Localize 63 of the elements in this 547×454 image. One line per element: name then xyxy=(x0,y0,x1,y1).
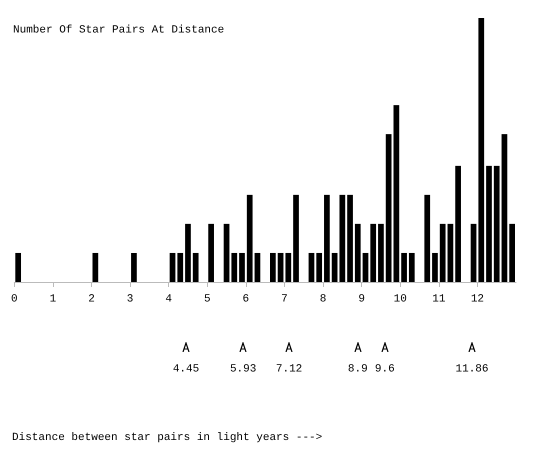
bar xyxy=(177,252,184,282)
bar xyxy=(131,252,137,282)
bar xyxy=(408,252,415,282)
x2-tick-label: 11.86 xyxy=(455,364,489,376)
bar xyxy=(354,224,361,282)
x-tick-label: 12 xyxy=(470,294,484,306)
bar xyxy=(347,194,353,282)
x-tick-label: 2 xyxy=(88,294,95,306)
bar xyxy=(339,194,346,282)
bar xyxy=(362,252,368,282)
x-tick-label: 8 xyxy=(320,294,326,306)
bar xyxy=(239,252,245,282)
bar xyxy=(293,194,299,282)
bar xyxy=(448,224,454,282)
bar xyxy=(316,252,322,282)
bar xyxy=(170,252,176,282)
bar xyxy=(401,252,407,282)
bar xyxy=(285,252,292,282)
bar xyxy=(386,134,392,282)
bar xyxy=(270,252,276,282)
x2-tick-label: 9.6 xyxy=(374,364,395,376)
text: Distance between star pairs in light years ---> xyxy=(12,432,322,444)
bar xyxy=(308,252,314,282)
bar xyxy=(332,252,338,282)
x-tick-label: 6 xyxy=(242,294,250,306)
bar xyxy=(246,194,253,282)
bar xyxy=(185,224,191,282)
bar xyxy=(440,224,446,282)
bar xyxy=(254,252,260,282)
bar xyxy=(486,166,492,282)
x-tick-label: 11 xyxy=(432,294,446,306)
x2-tick-label: 8.9 xyxy=(348,364,368,376)
bar xyxy=(224,224,230,282)
bar xyxy=(478,18,484,282)
bar xyxy=(470,224,476,282)
bar xyxy=(494,166,500,282)
x2-tick-label: 4.45 xyxy=(172,364,200,376)
x-tick-label: 9 xyxy=(358,294,365,306)
bar xyxy=(192,252,199,282)
bar xyxy=(208,224,214,282)
bar xyxy=(509,224,515,282)
bar xyxy=(424,194,430,282)
bar xyxy=(394,105,400,282)
bar xyxy=(378,224,384,282)
x-tick-label: 10 xyxy=(394,294,407,306)
bar xyxy=(92,252,98,282)
x-tick-label: 1 xyxy=(50,294,57,306)
bar xyxy=(324,194,330,282)
x2-tick-label: 5.93 xyxy=(230,364,256,376)
x-tick-label: 0 xyxy=(10,294,18,306)
text: Number Of Star Pairs At Distance xyxy=(13,24,224,36)
bar xyxy=(432,252,438,282)
bar xyxy=(502,134,508,282)
bar xyxy=(15,252,22,282)
x2-tick-label: 7.12 xyxy=(276,364,302,376)
x-tick-label: 5 xyxy=(204,294,211,306)
x-tick-label: 4 xyxy=(165,294,172,306)
bar xyxy=(278,252,284,282)
x-tick-label: 7 xyxy=(281,294,288,306)
x-tick-label: 3 xyxy=(126,294,134,306)
bar xyxy=(231,252,238,282)
bar xyxy=(370,224,376,282)
bar xyxy=(455,166,461,282)
